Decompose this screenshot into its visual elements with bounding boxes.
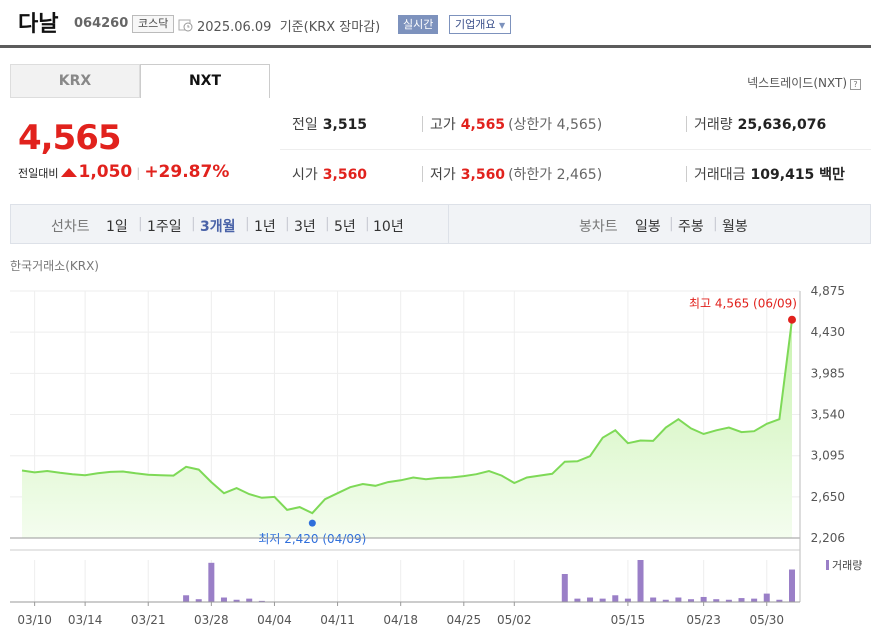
- price-change: 전일대비 1,050 | +29.87%: [18, 162, 230, 182]
- volume-bar: [662, 599, 669, 602]
- x-tick-label: 04/25: [447, 613, 482, 627]
- volume-bar: [599, 598, 606, 602]
- clock-icon: [178, 19, 193, 32]
- nxt-info-link[interactable]: 넥스트레이드(NXT)?: [747, 74, 861, 91]
- line-chart-label: 선차트: [51, 219, 90, 235]
- volume-bar: [183, 595, 190, 602]
- price-line: [21, 319, 793, 515]
- y-tick-label: 3,095: [811, 449, 845, 463]
- chevron-down-icon: ▼: [498, 21, 506, 30]
- candle-chart-label: 봉차트: [579, 219, 618, 235]
- price-area: [22, 319, 792, 538]
- volume-bar: [208, 562, 215, 602]
- volume-bar: [713, 599, 720, 602]
- y-tick-label: 2,206: [811, 531, 845, 545]
- candle-weekly[interactable]: 주봉: [678, 219, 704, 235]
- volume-bar: [246, 598, 253, 602]
- exchange-tabs: KRX NXT: [10, 64, 270, 98]
- min-point: [308, 519, 316, 527]
- max-point: [788, 315, 796, 324]
- period-3m[interactable]: 3개월: [200, 219, 236, 235]
- volume-bar: [675, 597, 682, 602]
- help-icon[interactable]: ?: [850, 79, 861, 90]
- volume-bar: [612, 595, 619, 602]
- change-amount: 1,050: [78, 162, 133, 182]
- volume-bar: [574, 598, 581, 602]
- base-date: 2025.06.09 기준(KRX 장마감): [197, 20, 381, 35]
- high-price: 고가 4,565 (상한가 4,565): [430, 117, 603, 133]
- period-bar: 선차트 1일 | 1주일 | 3개월 | 1년 | 3년 | 5년 | 10년 …: [10, 204, 871, 244]
- x-tick-label: 04/11: [320, 613, 355, 627]
- volume-bar: [763, 593, 770, 602]
- volume-bar: [258, 600, 265, 602]
- volume-bar: [220, 597, 227, 602]
- x-tick-label: 04/18: [383, 613, 418, 627]
- tab-krx[interactable]: KRX: [10, 64, 140, 98]
- volume-bar: [751, 598, 758, 602]
- trade-amount: 거래대금 109,415 백만: [694, 167, 845, 183]
- period-1d[interactable]: 1일: [106, 219, 128, 235]
- volume-bar: [233, 599, 240, 602]
- realtime-button[interactable]: 실시간: [398, 15, 439, 34]
- price-chart: 최고 4,565 (06/09) 최저 2,420 (04/09) 거래량 03/…: [10, 284, 862, 627]
- volume-bar: [650, 597, 657, 602]
- market-badge: 코스닥: [132, 15, 175, 33]
- stats-table: 전일 3,515 고가 4,565 (상한가 4,565) 거래량 25,636,076…: [280, 100, 871, 200]
- volume-bar: [789, 569, 795, 602]
- up-arrow-icon: [61, 168, 78, 177]
- volume-bar: [688, 599, 695, 602]
- min-label: 최저 2,420 (04/09): [258, 532, 366, 546]
- candle-monthly[interactable]: 월봉: [722, 219, 748, 235]
- low-price: 저가 3,560 (하한가 2,465): [430, 167, 603, 183]
- tab-nxt[interactable]: NXT: [140, 64, 270, 98]
- x-tick-label: 05/02: [497, 613, 532, 627]
- volume-bar: [738, 598, 745, 602]
- y-tick-label: 4,430: [811, 325, 845, 339]
- x-tick-label: 04/04: [257, 613, 292, 627]
- volume-bar: [587, 597, 594, 602]
- stock-name: 다날: [18, 12, 59, 37]
- period-1y[interactable]: 1년: [254, 219, 276, 235]
- y-tick-label: 3,985: [811, 366, 845, 380]
- x-tick-label: 05/30: [749, 613, 784, 627]
- stock-code: 064260: [74, 16, 129, 31]
- stock-header: 다날 064260 코스닥 2025.06.09 기준(KRX 장마감) 실시간…: [0, 0, 871, 48]
- open-price: 시가 3,560: [292, 167, 368, 183]
- chart-source: 한국거래소(KRX): [10, 259, 99, 273]
- max-label: 최고 4,565 (06/09): [689, 297, 797, 311]
- volume-bar: [700, 596, 707, 602]
- corp-info-dropdown[interactable]: 기업개요 ▼: [449, 15, 512, 34]
- x-tick-label: 03/10: [17, 613, 52, 627]
- period-10y[interactable]: 10년: [373, 219, 404, 235]
- x-tick-label: 03/21: [131, 613, 166, 627]
- change-label: 전일대비: [18, 167, 59, 180]
- volume-legend-swatch: [826, 560, 829, 570]
- period-5y[interactable]: 5년: [334, 219, 356, 235]
- volume-legend-label: 거래량: [832, 559, 862, 572]
- current-price: 4,565: [18, 118, 122, 158]
- x-tick-label: 05/23: [686, 613, 721, 627]
- volume-bar: [561, 574, 568, 602]
- volume: 거래량 25,636,076: [694, 117, 827, 133]
- period-1w[interactable]: 1주일: [147, 219, 182, 235]
- candle-daily[interactable]: 일봉: [635, 219, 661, 235]
- y-tick-label: 2,650: [811, 490, 845, 504]
- prev-close: 전일 3,515: [292, 117, 368, 133]
- volume-bar: [725, 599, 732, 602]
- period-3y[interactable]: 3년: [294, 219, 316, 235]
- volume-bar: [637, 560, 644, 602]
- change-percent: +29.87%: [144, 162, 230, 182]
- volume-bar: [776, 599, 783, 602]
- y-tick-label: 4,875: [811, 284, 845, 298]
- x-tick-label: 05/15: [611, 613, 646, 627]
- y-tick-label: 3,540: [811, 408, 845, 422]
- volume-bar: [195, 599, 202, 602]
- x-tick-label: 03/28: [194, 613, 229, 627]
- volume-bar: [624, 598, 631, 602]
- x-tick-label: 03/14: [68, 613, 103, 627]
